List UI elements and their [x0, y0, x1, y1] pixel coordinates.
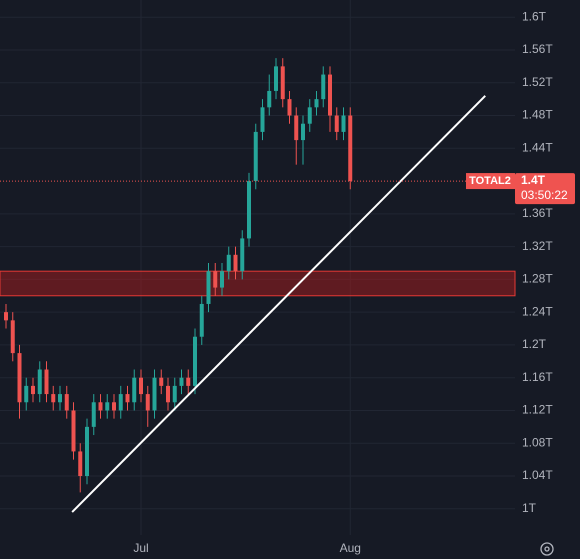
candle-body: [199, 303, 204, 337]
settings-icon[interactable]: [540, 542, 554, 556]
x-tick-label: Aug: [340, 541, 361, 555]
y-tick-label: 1.6T: [522, 9, 547, 23]
candle-body: [301, 123, 305, 141]
y-tick-label: 1.52T: [522, 75, 553, 89]
candle-body: [10, 320, 15, 354]
candle-body: [226, 254, 231, 272]
candle-body: [274, 66, 278, 91]
y-tick-label: 1.28T: [522, 272, 553, 286]
candle-body: [105, 402, 110, 411]
candle-body: [58, 394, 62, 403]
candle-body: [91, 402, 96, 427]
price-label-bg: [515, 173, 575, 205]
y-tick-label: 1.36T: [522, 206, 553, 220]
candle-body: [51, 394, 56, 403]
candle-body: [24, 385, 29, 403]
candle-body: [193, 336, 197, 386]
candle-body: [152, 377, 157, 411]
candle-body: [125, 394, 130, 403]
candle-body: [321, 74, 326, 100]
candle-body: [31, 385, 35, 395]
candle-body: [294, 115, 299, 141]
y-tick-label: 1.48T: [522, 108, 553, 122]
candle-body: [118, 394, 123, 411]
candle-body: [4, 312, 8, 321]
countdown: 03:50:22: [521, 188, 568, 202]
candle-body: [37, 369, 42, 395]
y-tick-label: 1.16T: [522, 370, 553, 384]
candle-body: [328, 74, 332, 116]
y-tick-label: 1.44T: [522, 140, 553, 154]
candle-body: [145, 394, 150, 411]
symbol-label: TOTAL2: [469, 175, 511, 187]
candle-body: [159, 377, 164, 386]
candle-body: [260, 107, 265, 132]
candle-body: [17, 353, 22, 403]
y-tick-label: 1.12T: [522, 403, 553, 417]
candle-body: [112, 402, 116, 411]
y-tick-label: 1.2T: [522, 337, 547, 351]
y-tick-label: 1.56T: [522, 42, 553, 56]
y-tick-label: 1.24T: [522, 304, 553, 318]
candle-body: [267, 90, 272, 108]
candle-body: [78, 451, 83, 477]
candle-body: [334, 115, 339, 132]
candle-body: [98, 402, 103, 411]
candle-body: [287, 99, 292, 116]
candle-body: [186, 377, 191, 386]
symbol-label-bg: [466, 173, 515, 190]
x-tick-label: Jul: [133, 541, 148, 555]
candle-body: [307, 107, 312, 124]
candle-body: [233, 254, 238, 272]
candle-body: [139, 377, 143, 395]
candle-body: [341, 115, 346, 132]
price-label: 1.4T: [521, 173, 546, 187]
candle-body: [64, 394, 69, 411]
zone: [0, 270, 516, 297]
axis: 1T 1.04T 1.08T 1.12T 1.16T 1.2T 1.24T 1.28T 1.32…: [133, 9, 575, 555]
candle-body: [85, 426, 89, 477]
candle-body: [213, 271, 218, 288]
candle-body: [240, 238, 245, 272]
y-tick-label: 1.04T: [522, 468, 553, 482]
candle-body: [179, 377, 184, 386]
trendline: [71, 95, 486, 513]
y-tick-label: 1T: [522, 501, 537, 515]
candle-body: [44, 369, 49, 395]
candle-body: [172, 385, 177, 403]
y-tick-label: 1.08T: [522, 435, 553, 449]
candle-body: [280, 66, 285, 100]
plot: [0, 58, 516, 513]
candle-body: [314, 99, 319, 108]
candle-body: [348, 115, 353, 182]
candle-body: [220, 271, 224, 288]
candle-body: [71, 410, 76, 452]
candle-body: [253, 131, 258, 182]
candle-body: [206, 271, 211, 304]
y-tick-label: 1.32T: [522, 239, 553, 253]
candle-body: [247, 181, 251, 239]
candle-body: [132, 377, 137, 403]
candle-body: [166, 385, 170, 403]
